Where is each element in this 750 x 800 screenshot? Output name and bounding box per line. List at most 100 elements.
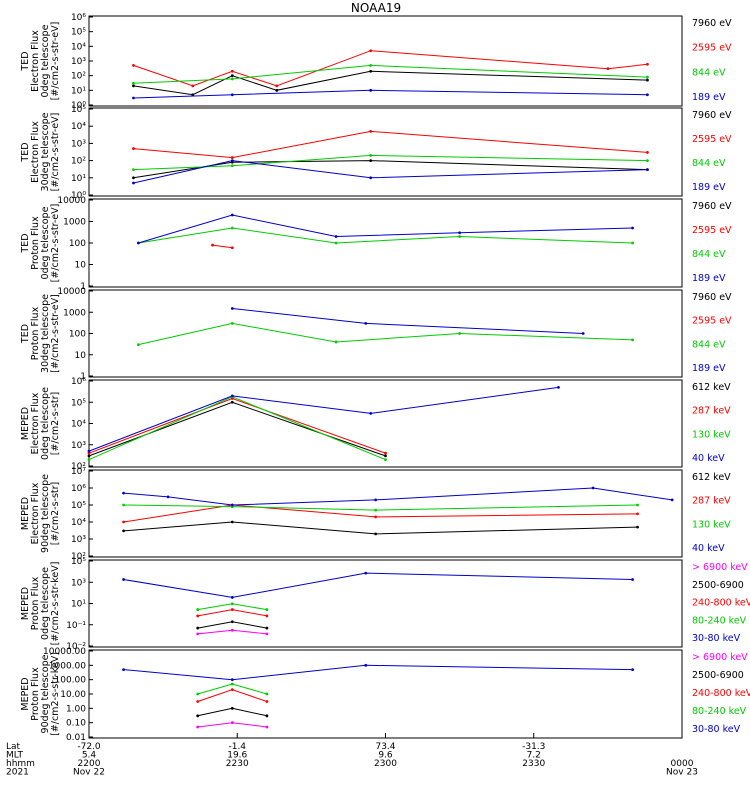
- data-point: [87, 454, 91, 458]
- x-row-label: 2021: [6, 768, 29, 778]
- y-axis-label: TED: [20, 324, 31, 344]
- data-point: [196, 608, 200, 611]
- panel-5: 10² 10³ 10⁴ 10⁵ 10⁶ MEPED Electron Flux 0deg te…: [20, 377, 731, 472]
- data-point: [230, 520, 234, 524]
- series-line: [133, 50, 648, 87]
- data-point: [581, 332, 585, 335]
- data-point: [369, 69, 373, 73]
- data-point: [230, 159, 234, 163]
- y-axis-label: 0deg telescope: [40, 24, 51, 97]
- data-point: [230, 678, 234, 682]
- y-axis-label: Electron Flux: [30, 392, 41, 454]
- legend-entry: 2595 eV: [692, 43, 732, 54]
- x-row-label: Lat: [6, 742, 21, 752]
- data-point: [122, 491, 125, 495]
- data-point: [230, 503, 234, 507]
- data-point: [364, 321, 368, 325]
- y-tick-label: 1000: [63, 218, 86, 228]
- y-axis-label: Proton Flux: [30, 306, 41, 360]
- y-tick-label: 10000: [57, 196, 86, 206]
- panel-frame: [88, 107, 683, 197]
- x-tick-mlt: 19.6: [227, 751, 247, 761]
- y-axis-label: 90deg telescope: [40, 654, 51, 733]
- data-point: [636, 503, 639, 507]
- panel-1: 10⁰ 10¹ 10² 10³ 10⁴ 10⁵ 10⁶ TED Electron Flux 0de…: [20, 13, 732, 111]
- y-tick-label: 10³: [71, 578, 86, 588]
- x-tick-hhmm: 2230: [226, 759, 249, 769]
- y-tick-label: 10²: [71, 157, 86, 167]
- legend-entry: 7960 eV: [692, 292, 732, 303]
- y-tick-label: 100: [69, 330, 86, 340]
- x-tick-date: Nov 22: [73, 768, 105, 778]
- data-point: [230, 706, 234, 710]
- data-point: [230, 246, 234, 250]
- panel-frame: [88, 289, 683, 378]
- data-point: [122, 503, 125, 507]
- legend-entry: 80-240 keV: [692, 706, 747, 717]
- data-point: [265, 725, 269, 729]
- legend-entry: 240-800 keV: [692, 688, 750, 699]
- data-point: [369, 49, 373, 53]
- data-point: [374, 508, 378, 512]
- legend-entry: 7960 eV: [692, 110, 732, 121]
- y-axis-label: MEPED: [20, 587, 31, 620]
- data-point: [275, 88, 279, 92]
- series-line: [123, 487, 673, 506]
- series-line: [123, 504, 638, 511]
- data-point: [230, 226, 234, 230]
- data-point: [132, 176, 135, 180]
- y-axis-label: Electron Flux: [30, 121, 41, 183]
- data-point: [631, 668, 634, 672]
- series-line: [123, 664, 633, 681]
- data-point: [132, 64, 135, 67]
- series-line: [88, 397, 386, 454]
- y-tick-label: 10⁴: [71, 122, 86, 132]
- legend-entry: 844 eV: [692, 249, 726, 260]
- data-point: [122, 529, 125, 533]
- data-point: [384, 458, 387, 462]
- data-point: [230, 628, 234, 632]
- series-line: [133, 64, 648, 84]
- y-tick-label: 10¹: [71, 174, 86, 184]
- y-tick-label: 10²: [71, 72, 86, 82]
- x-tick-date: Nov 23: [666, 768, 698, 778]
- y-tick-label: 10⁵: [71, 28, 86, 38]
- data-point: [369, 64, 373, 67]
- legend-entry: 2595 eV: [692, 134, 732, 145]
- y-tick-label: 10⁶: [71, 13, 86, 23]
- y-tick-label: 10⁻²: [66, 642, 86, 652]
- series-line: [88, 386, 559, 452]
- series-line: [123, 572, 633, 598]
- data-point: [458, 235, 462, 238]
- panel-6: 10² 10³ 10⁴ 10⁵ 10⁶ 10⁷ MEPED Electron Flux 90de…: [20, 467, 731, 562]
- y-tick-label: 10⁰: [71, 101, 86, 111]
- y-axis-label: TED: [20, 233, 31, 253]
- panels-group: 10⁰ 10¹ 10² 10³ 10⁴ 10⁵ 10⁶ TED Electron Flux 0de…: [20, 13, 750, 743]
- y-axis-label: Electron Flux: [30, 482, 41, 544]
- legend-entry: 130 keV: [692, 429, 731, 440]
- data-point: [196, 700, 200, 703]
- y-tick-label: 10.00: [60, 690, 86, 700]
- y-tick-label: 10³: [71, 57, 86, 67]
- data-point: [191, 84, 195, 88]
- legend-entry: 2500-6900: [692, 670, 744, 681]
- y-tick-label: 10⁴: [71, 42, 86, 52]
- legend-entry: 7960 eV: [692, 18, 732, 29]
- series-line: [138, 322, 633, 346]
- series-line: [232, 308, 584, 334]
- y-tick-label: 10¹: [71, 86, 86, 96]
- y-tick-label: 10¹: [71, 600, 86, 610]
- series-line: [133, 89, 648, 99]
- data-point: [230, 602, 234, 606]
- data-point: [191, 93, 195, 97]
- data-point: [230, 400, 234, 404]
- y-tick-label: 1000: [63, 308, 86, 318]
- panel-frame: [88, 469, 683, 558]
- data-point: [196, 614, 200, 618]
- x-tick-mlt: 5.4: [82, 751, 97, 761]
- data-point: [230, 156, 234, 159]
- data-point: [196, 626, 200, 630]
- y-tick-label: 10⁵: [71, 557, 86, 567]
- y-axis-label: Proton Flux: [30, 576, 41, 630]
